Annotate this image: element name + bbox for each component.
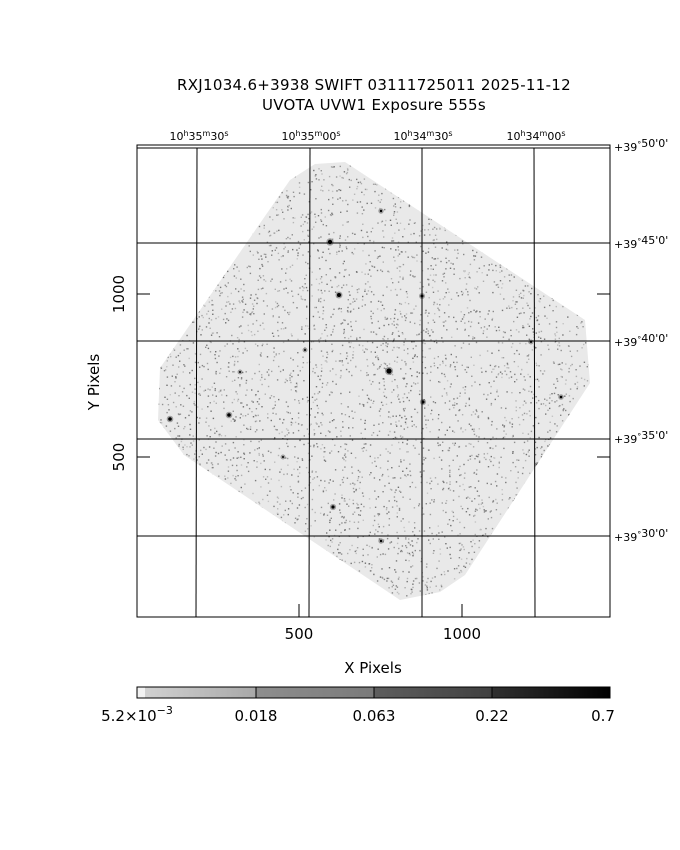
point-source (559, 395, 563, 399)
point-source (227, 413, 231, 417)
point-source (337, 293, 341, 297)
dec-label: +39°35'0' (614, 429, 668, 446)
plot-frame (136, 144, 611, 618)
ra-gridline-4 (533, 147, 536, 618)
point-source (304, 349, 306, 351)
x-axis-label: X Pixels (344, 659, 402, 677)
dec-label: +39°45'0' (614, 234, 668, 251)
ra-label: 10h35m30s (169, 129, 228, 143)
point-source (379, 209, 383, 213)
dec-label: +39°50'0' (614, 137, 668, 154)
point-source (386, 368, 392, 374)
colorbar-tick-label: 0.018 (235, 707, 278, 725)
ra-label: 10h34m00s (506, 129, 565, 143)
point-source (327, 239, 333, 245)
x-tick-label: 1000 (443, 625, 481, 643)
dec-label: +39°30'0' (614, 527, 668, 544)
point-source (379, 539, 383, 543)
ra-label: 10h35m00s (281, 129, 340, 143)
plot-title: RXJ1034.6+3938 SWIFT 03111725011 2025-11… (176, 76, 571, 94)
coordinate-grid (137, 147, 610, 618)
point-source (282, 456, 284, 458)
ra-label: 10h34m30s (393, 129, 452, 143)
point-source (239, 371, 241, 373)
x-tick-label: 500 (285, 625, 314, 643)
colorbar-tick-label: 0.22 (475, 707, 508, 725)
plot-subtitle: UVOTA UVW1 Exposure 555s (261, 96, 487, 114)
point-source (168, 417, 172, 421)
point-source (331, 505, 335, 509)
ra-gridline-2 (308, 147, 311, 618)
y-tick-label: 1000 (110, 275, 128, 313)
colorbar-tick-label: 5.2×10−3 (101, 704, 173, 725)
y-axis-label: Y Pixels (85, 354, 103, 412)
point-source (536, 463, 540, 467)
colorbar-tick-label: 0.063 (353, 707, 396, 725)
colorbar: 5.2×10−3 0.018 0.063 0.22 0.7 (101, 686, 615, 725)
y-tick-label: 500 (110, 443, 128, 472)
exposure-footprint (158, 162, 590, 600)
dec-label: +39°40'0' (614, 332, 668, 349)
ra-gridline-1 (195, 147, 198, 618)
colorbar-tick-label: 0.7 (591, 707, 615, 725)
